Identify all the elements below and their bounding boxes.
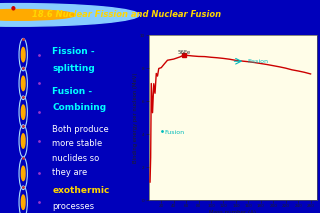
Circle shape [0,4,139,26]
Text: processes: processes [52,202,94,211]
X-axis label: Mass number (A): Mass number (A) [209,210,256,213]
Text: 18.6 Nuclear Fission and Nuclear Fusion: 18.6 Nuclear Fission and Nuclear Fusion [32,10,221,19]
Circle shape [21,166,25,181]
Circle shape [21,105,25,119]
Text: Fission: Fission [247,59,268,64]
Text: 56Fe: 56Fe [178,50,191,55]
Circle shape [0,10,75,20]
Text: Both produce: Both produce [52,125,109,134]
Text: Fusion: Fusion [164,130,185,135]
Circle shape [21,134,25,148]
Text: Fission -: Fission - [52,47,95,56]
Text: splitting: splitting [52,64,95,73]
Text: nuclides so: nuclides so [52,154,100,163]
Text: exothermic: exothermic [52,186,110,195]
Y-axis label: Binding energy per nucleon (MeV): Binding energy per nucleon (MeV) [133,72,138,163]
Circle shape [21,76,25,91]
Text: Combining: Combining [52,103,106,112]
Text: ●: ● [11,6,16,11]
Text: Fusion -: Fusion - [52,87,92,96]
Circle shape [21,195,25,209]
Text: they are: they are [52,168,88,177]
Text: more stable: more stable [52,139,102,148]
Circle shape [21,47,25,62]
